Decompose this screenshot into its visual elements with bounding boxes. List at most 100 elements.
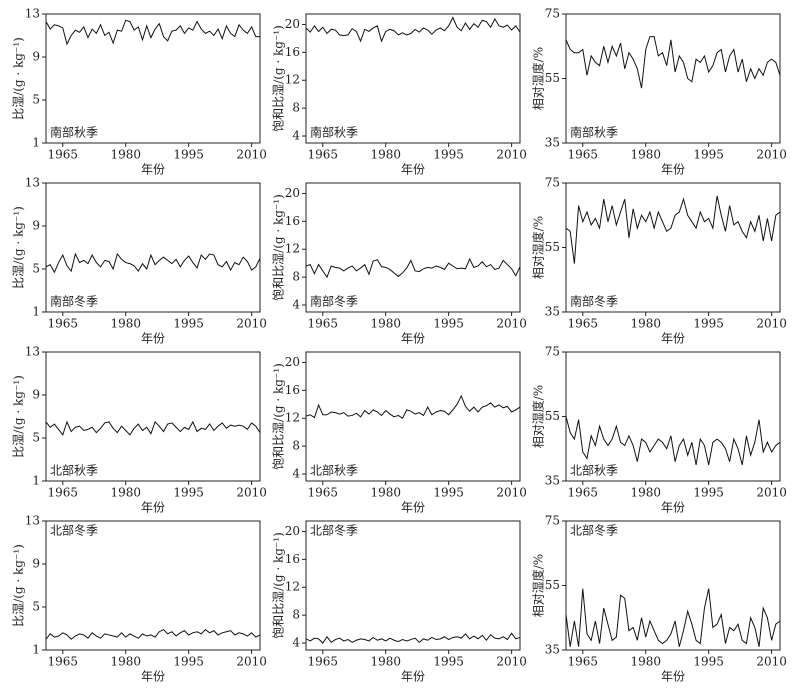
- panel-annotation: 北部秋季: [310, 463, 358, 478]
- plot-frame: [45, 13, 261, 144]
- data-line: [45, 252, 261, 274]
- y-tick-label: 16: [285, 45, 300, 59]
- x-tick-label: 1965: [568, 317, 599, 331]
- plot-frame: [45, 520, 261, 651]
- x-axis-label: 年份: [661, 163, 685, 177]
- x-tick-label: 2010: [496, 655, 527, 669]
- panel-annotation: 南部秋季: [310, 125, 358, 140]
- y-tick-label: 13: [25, 514, 40, 528]
- panel-annotation: 南部秋季: [570, 125, 618, 140]
- y-axis-label: 比湿/(g · kg⁻¹): [11, 544, 26, 627]
- y-tick-label: 16: [285, 214, 300, 228]
- x-tick-label: 1995: [433, 317, 464, 331]
- x-tick-label: 1995: [693, 148, 724, 162]
- y-tick-label: 55: [545, 240, 560, 254]
- panel: 1965 1980 1995 2010 1 5 9 13 年份 比湿/(g · kg⁻¹) 南部冬季: [11, 176, 267, 346]
- x-tick-label: 2010: [236, 486, 267, 500]
- y-tick-label: 75: [545, 176, 560, 190]
- x-tick-label: 1995: [693, 486, 724, 500]
- plot-frame: [305, 351, 521, 482]
- panel: 1965 1980 1995 2010 4 8 12 16 20 年份 饱和比湿/(g · kg⁻¹…: [271, 182, 527, 346]
- y-tick-label: 4: [292, 129, 300, 143]
- y-tick-label: 5: [32, 262, 40, 276]
- x-tick-label: 1980: [110, 317, 141, 331]
- y-tick-label: 5: [32, 93, 40, 107]
- plot-frame: [45, 182, 261, 313]
- x-tick-label: 2010: [236, 655, 267, 669]
- x-tick-label: 1980: [630, 317, 661, 331]
- panel-annotation: 南部冬季: [50, 294, 98, 309]
- plot-frame: [305, 182, 521, 313]
- data-line: [565, 588, 781, 647]
- panel-annotation: 北部秋季: [570, 463, 618, 478]
- y-tick-label: 8: [292, 439, 300, 453]
- x-tick-label: 1965: [568, 148, 599, 162]
- y-tick-label: 5: [32, 600, 40, 614]
- x-tick-label: 1980: [370, 655, 401, 669]
- y-tick-label: 16: [285, 383, 300, 397]
- y-axis-label: 相对湿度/%: [531, 47, 546, 110]
- y-tick-label: 13: [25, 345, 40, 359]
- panel-annotation: 南部秋季: [50, 125, 98, 140]
- x-tick-label: 2010: [496, 317, 527, 331]
- y-axis-label: 饱和比湿/(g · kg⁻¹): [271, 25, 286, 132]
- x-axis-label: 年份: [141, 670, 165, 684]
- x-tick-label: 2010: [756, 486, 787, 500]
- panel-annotation: 北部冬季: [570, 523, 618, 538]
- x-axis-label: 年份: [401, 670, 425, 684]
- panel: 1965 1980 1995 2010 35 55 75 年份 相对湿度/% 南部冬季: [531, 176, 787, 346]
- data-line: [45, 420, 261, 436]
- x-tick-label: 1980: [630, 148, 661, 162]
- y-tick-label: 20: [285, 524, 300, 538]
- x-tick-label: 2010: [496, 486, 527, 500]
- x-tick-label: 2010: [496, 148, 527, 162]
- y-tick-label: 16: [285, 552, 300, 566]
- x-tick-label: 1995: [693, 655, 724, 669]
- x-tick-label: 1965: [308, 655, 339, 669]
- x-tick-label: 1995: [693, 317, 724, 331]
- x-tick-label: 1965: [48, 486, 79, 500]
- y-tick-label: 8: [292, 101, 300, 115]
- y-tick-label: 13: [25, 7, 40, 21]
- y-axis-label: 相对湿度/%: [531, 385, 546, 448]
- x-axis-label: 年份: [141, 163, 165, 177]
- data-line: [565, 416, 781, 466]
- x-tick-label: 1995: [173, 317, 204, 331]
- y-tick-label: 75: [545, 514, 560, 528]
- x-tick-label: 1995: [173, 148, 204, 162]
- x-axis-label: 年份: [401, 332, 425, 346]
- y-axis-label: 比湿/(g · kg⁻¹): [11, 375, 26, 458]
- y-tick-label: 20: [285, 17, 300, 31]
- panel: 1965 1980 1995 2010 4 8 12 16 20 年份 饱和比湿/(g · kg⁻¹…: [271, 351, 527, 515]
- panel: 1965 1980 1995 2010 35 55 75 年份 相对湿度/% 北部冬季: [531, 514, 787, 684]
- x-tick-label: 1980: [110, 486, 141, 500]
- x-axis-label: 年份: [141, 332, 165, 346]
- x-tick-label: 1965: [48, 655, 79, 669]
- x-tick-label: 1965: [568, 655, 599, 669]
- x-tick-label: 2010: [236, 317, 267, 331]
- panel: 1965 1980 1995 2010 4 8 12 16 20 年份 饱和比湿/(g · kg⁻¹…: [271, 520, 527, 684]
- plot-frame: [305, 520, 521, 651]
- y-tick-label: 8: [292, 608, 300, 622]
- x-tick-label: 2010: [236, 148, 267, 162]
- y-tick-label: 1: [32, 474, 40, 488]
- y-tick-label: 4: [292, 298, 300, 312]
- panel: 1965 1980 1995 2010 1 5 9 13 年份 比湿/(g · kg⁻¹) 北部冬季: [11, 514, 267, 684]
- x-tick-label: 1980: [370, 486, 401, 500]
- y-tick-label: 12: [285, 411, 300, 425]
- y-tick-label: 1: [32, 643, 40, 657]
- x-tick-label: 1995: [433, 148, 464, 162]
- y-tick-label: 12: [285, 242, 300, 256]
- y-tick-label: 9: [32, 388, 40, 402]
- y-tick-label: 8: [292, 270, 300, 284]
- plot-frame: [305, 13, 521, 144]
- x-axis-label: 年份: [141, 501, 165, 515]
- x-tick-label: 1965: [308, 486, 339, 500]
- y-tick-label: 55: [545, 409, 560, 423]
- x-tick-label: 1995: [433, 655, 464, 669]
- y-tick-label: 55: [545, 578, 560, 592]
- x-axis-label: 年份: [401, 501, 425, 515]
- x-tick-label: 2010: [756, 655, 787, 669]
- plot-frame: [565, 182, 781, 313]
- y-tick-label: 5: [32, 431, 40, 445]
